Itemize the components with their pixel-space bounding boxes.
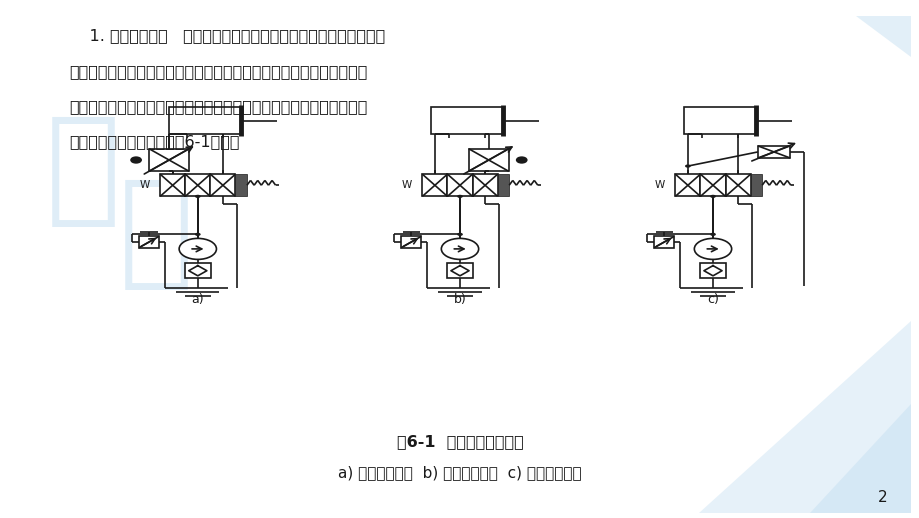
Text: 流调速三种基本回路。如图6-1所示。: 流调速三种基本回路。如图6-1所示。: [69, 134, 239, 149]
Circle shape: [516, 157, 527, 163]
Circle shape: [457, 195, 462, 198]
Text: 速: 速: [45, 110, 120, 232]
Bar: [447, 264, 472, 278]
Circle shape: [709, 195, 715, 198]
Bar: [472, 174, 497, 196]
Circle shape: [195, 233, 200, 236]
Bar: [675, 174, 699, 196]
Text: a): a): [191, 293, 204, 306]
Text: 控: 控: [119, 172, 194, 294]
Circle shape: [179, 238, 216, 260]
Polygon shape: [698, 321, 910, 513]
Circle shape: [694, 238, 731, 260]
Bar: [684, 108, 755, 134]
Bar: [497, 174, 508, 196]
Bar: [468, 149, 508, 171]
Bar: [653, 236, 674, 248]
Bar: [422, 174, 447, 196]
Circle shape: [709, 233, 715, 236]
Polygon shape: [855, 16, 910, 57]
Circle shape: [195, 195, 200, 198]
Bar: [725, 174, 750, 196]
Text: 1. 节流调速回路   节流调速回路是利用流量阀控制流入或流出液压: 1. 节流调速回路 节流调速回路是利用流量阀控制流入或流出液压: [69, 28, 385, 44]
Text: 位置不同，节流调速回路可分为进口节流调速、出口节流调速和旁路节: 位置不同，节流调速回路可分为进口节流调速、出口节流调速和旁路节: [69, 99, 367, 114]
Text: W: W: [401, 180, 411, 190]
Text: a) 进口节流调速  b) 出口节流调速  c) 旁路节流调速: a) 进口节流调速 b) 出口节流调速 c) 旁路节流调速: [338, 465, 581, 480]
Text: c): c): [707, 293, 718, 306]
Bar: [431, 108, 503, 134]
Bar: [401, 236, 421, 248]
Bar: [139, 236, 159, 248]
Text: b): b): [453, 293, 466, 306]
Bar: [185, 264, 210, 278]
Bar: [149, 149, 189, 171]
Bar: [235, 174, 246, 196]
Circle shape: [516, 157, 527, 163]
Bar: [757, 146, 789, 158]
Bar: [160, 174, 185, 196]
Bar: [210, 174, 235, 196]
Text: 图6-1  三种节流调速回路: 图6-1 三种节流调速回路: [396, 434, 523, 449]
Text: W: W: [653, 180, 664, 190]
Bar: [169, 108, 241, 134]
Circle shape: [130, 157, 141, 163]
Circle shape: [130, 157, 141, 163]
Circle shape: [685, 164, 690, 168]
Bar: [750, 174, 761, 196]
Bar: [447, 174, 472, 196]
Bar: [185, 174, 210, 196]
Text: W: W: [139, 180, 149, 190]
Polygon shape: [809, 404, 910, 513]
Bar: [699, 174, 725, 196]
Text: 2: 2: [878, 490, 887, 505]
Circle shape: [441, 238, 478, 260]
Bar: [699, 264, 725, 278]
Circle shape: [457, 233, 462, 236]
Text: 执行元件的流量来实现对执行元件速度的调节。根据流量阀在回路中的: 执行元件的流量来实现对执行元件速度的调节。根据流量阀在回路中的: [69, 64, 367, 79]
